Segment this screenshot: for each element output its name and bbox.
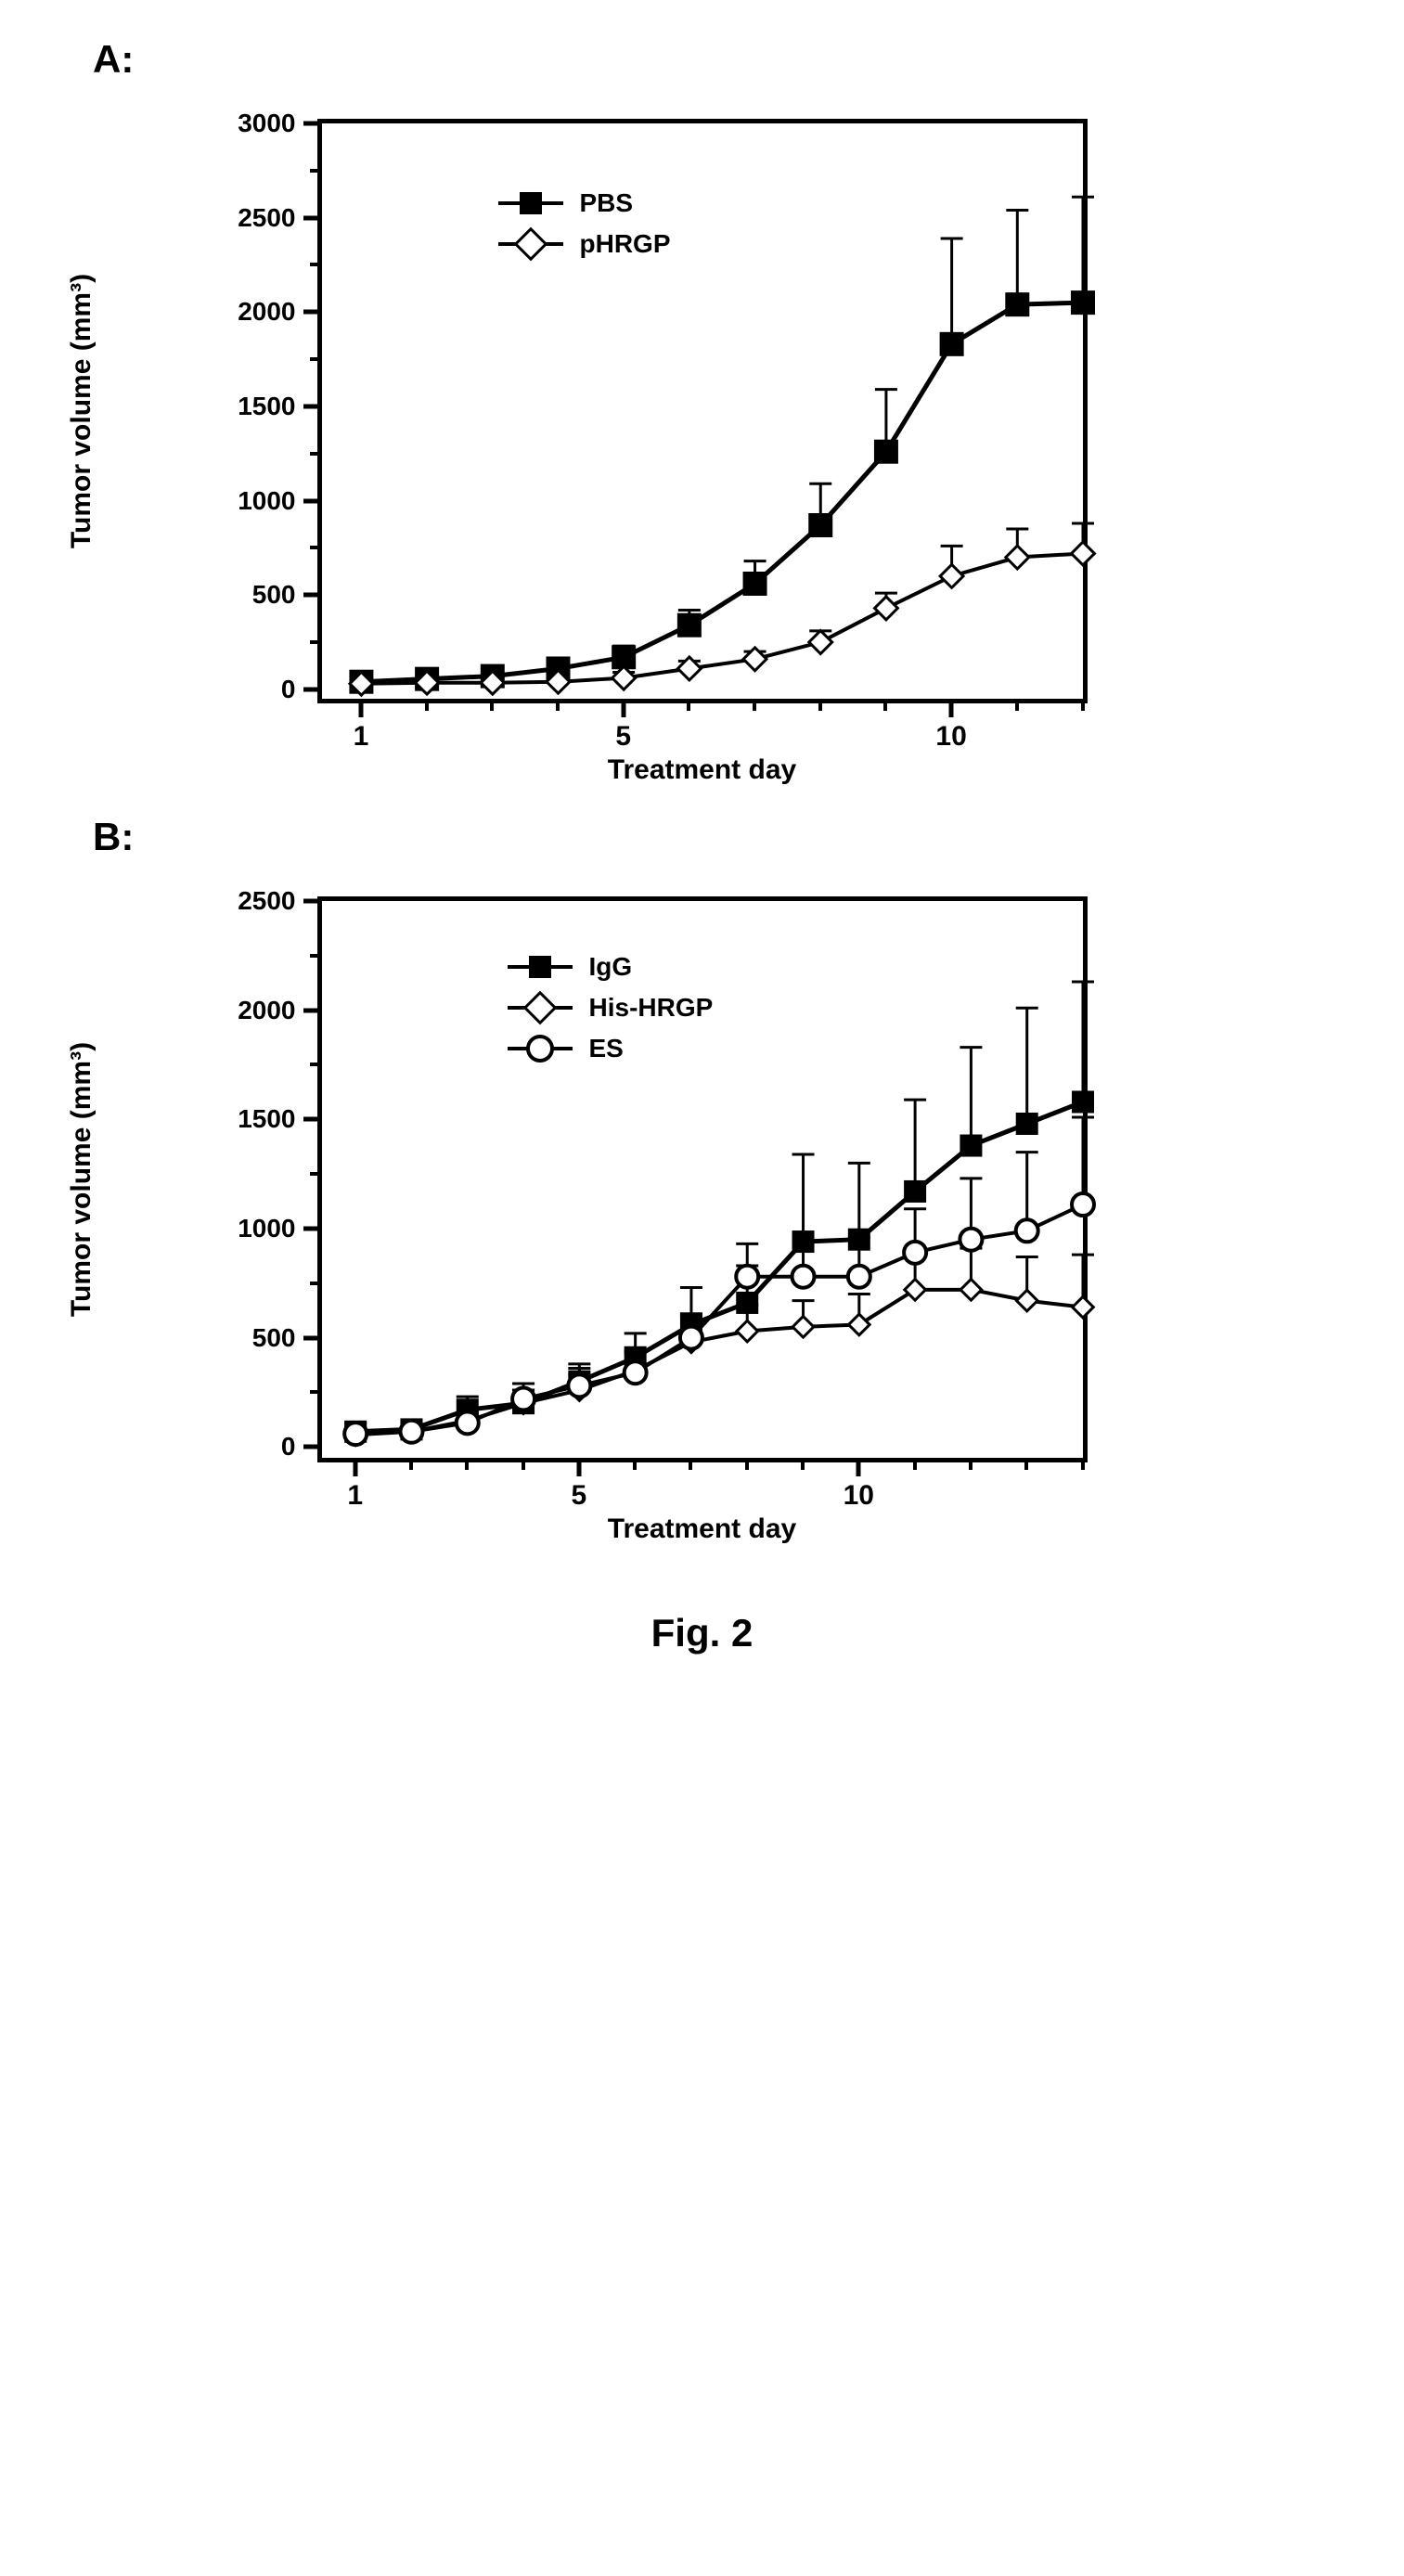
- chart-a: Tumor volume (mm³) Treatment day PBSpHRG…: [317, 119, 1088, 703]
- x-minor-tick: [1081, 699, 1085, 711]
- y-minor-tick: [310, 640, 322, 644]
- x-minor-tick: [969, 1458, 972, 1470]
- x-minor-tick: [490, 699, 494, 711]
- xlabel-b: Treatment day: [608, 1513, 796, 1545]
- panel-a-label: A:: [93, 37, 1367, 82]
- y-ticklabel: 2000: [238, 996, 321, 1025]
- x-minor-tick: [913, 1458, 917, 1470]
- y-ticklabel: 2500: [238, 886, 321, 916]
- x-ticklabel: 10: [844, 1458, 874, 1512]
- panel-b-label: B:: [93, 815, 1367, 859]
- x-minor-tick: [883, 699, 887, 711]
- y-ticklabel: 0: [281, 1432, 322, 1462]
- legend-row: PBS: [498, 188, 671, 218]
- x-minor-tick: [425, 699, 429, 711]
- x-ticklabel: 1: [354, 699, 369, 753]
- x-ticklabel: 1: [347, 1458, 363, 1512]
- x-minor-tick: [556, 699, 560, 711]
- y-minor-tick: [310, 1282, 322, 1285]
- y-ticklabel: 3000: [238, 109, 321, 138]
- y-ticklabel: 1500: [238, 1104, 321, 1134]
- y-ticklabel: 1000: [238, 486, 321, 516]
- y-minor-tick: [310, 546, 322, 549]
- x-minor-tick: [522, 1458, 525, 1470]
- plot-area-a: Tumor volume (mm³) Treatment day PBSpHRG…: [317, 119, 1088, 703]
- xlabel-a: Treatment day: [608, 754, 796, 786]
- y-ticklabel: 1000: [238, 1214, 321, 1243]
- chart-b-wrap: Tumor volume (mm³) Treatment day IgGHis-…: [37, 896, 1367, 1462]
- x-minor-tick: [801, 1458, 805, 1470]
- ylabel-a: Tumor volume (mm³): [66, 274, 97, 548]
- y-ticklabel: 2000: [238, 297, 321, 327]
- y-ticklabel: 500: [252, 580, 322, 610]
- x-minor-tick: [689, 1458, 692, 1470]
- legend-swatch: [508, 1047, 573, 1050]
- legend-row: His-HRGP: [508, 993, 714, 1023]
- x-ticklabel: 5: [615, 699, 631, 753]
- x-minor-tick: [745, 1458, 749, 1470]
- y-minor-tick: [310, 1172, 322, 1176]
- y-minor-tick: [310, 954, 322, 958]
- y-minor-tick: [310, 452, 322, 456]
- y-minor-tick: [310, 263, 322, 266]
- y-ticklabel: 0: [281, 675, 322, 704]
- legend-swatch: [498, 242, 563, 246]
- x-minor-tick: [687, 699, 690, 711]
- x-minor-tick: [753, 699, 756, 711]
- x-minor-tick: [409, 1458, 413, 1470]
- y-ticklabel: 500: [252, 1323, 322, 1353]
- legend-swatch: [498, 201, 563, 205]
- figure-label: Fig. 2: [37, 1611, 1367, 1655]
- x-minor-tick: [818, 699, 822, 711]
- plot-area-b: Tumor volume (mm³) Treatment day IgGHis-…: [317, 896, 1088, 1462]
- ylabel-b: Tumor volume (mm³): [66, 1042, 97, 1317]
- legend-label: pHRGP: [580, 229, 671, 259]
- legend-a: PBS pHRGP: [498, 188, 671, 270]
- series-svg: [322, 123, 1083, 699]
- y-ticklabel: 1500: [238, 392, 321, 421]
- chart-b: Tumor volume (mm³) Treatment day IgGHis-…: [317, 896, 1088, 1462]
- x-ticklabel: 10: [935, 699, 966, 753]
- y-ticklabel: 2500: [238, 203, 321, 233]
- legend-row: IgG: [508, 952, 714, 982]
- x-minor-tick: [633, 1458, 637, 1470]
- legend-row: ES: [508, 1034, 714, 1063]
- legend-label: PBS: [580, 188, 634, 218]
- y-minor-tick: [310, 169, 322, 173]
- legend-b: IgG His-HRGP ES: [508, 952, 714, 1075]
- legend-label: His-HRGP: [589, 993, 714, 1023]
- y-minor-tick: [310, 357, 322, 361]
- x-ticklabel: 5: [572, 1458, 587, 1512]
- legend-swatch: [508, 1006, 573, 1010]
- x-minor-tick: [1024, 1458, 1028, 1470]
- legend-row: pHRGP: [498, 229, 671, 259]
- x-minor-tick: [1081, 1458, 1085, 1470]
- chart-a-wrap: Tumor volume (mm³) Treatment day PBSpHRG…: [37, 119, 1367, 703]
- legend-label: ES: [589, 1034, 624, 1063]
- legend-label: IgG: [589, 952, 633, 982]
- legend-swatch: [508, 965, 573, 969]
- y-minor-tick: [310, 1063, 322, 1066]
- x-minor-tick: [1015, 699, 1019, 711]
- x-minor-tick: [465, 1458, 469, 1470]
- y-minor-tick: [310, 1390, 322, 1394]
